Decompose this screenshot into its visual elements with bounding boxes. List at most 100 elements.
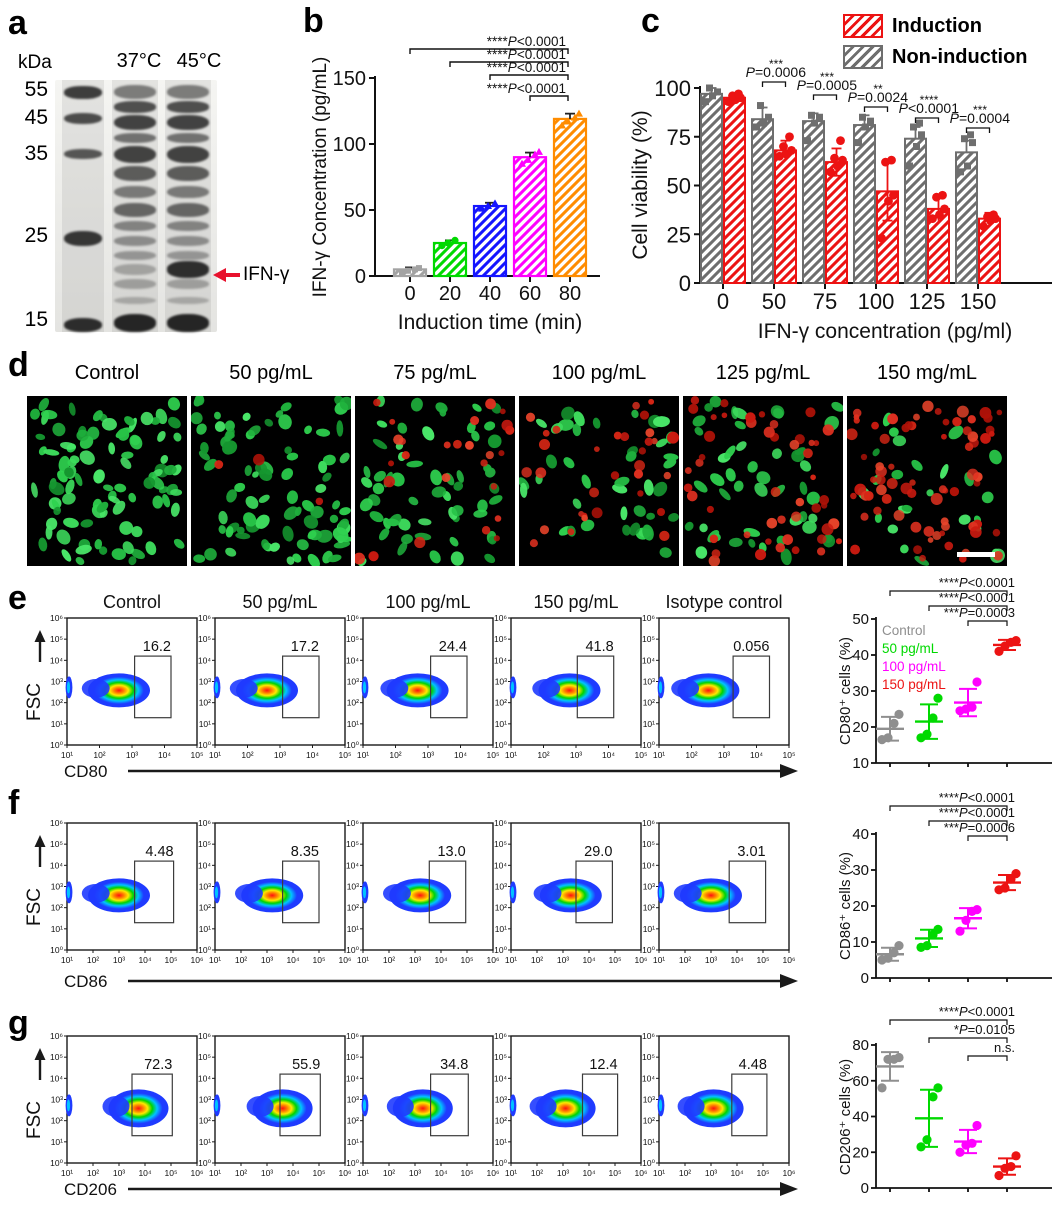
svg-text:10¹: 10¹ <box>495 1137 507 1147</box>
svg-text:FSC: FSC <box>24 683 45 721</box>
svg-text:10⁴: 10⁴ <box>582 1168 595 1178</box>
svg-text:10⁴: 10⁴ <box>730 955 743 965</box>
fluorescence-cells <box>683 395 845 567</box>
svg-text:10²: 10² <box>679 955 691 965</box>
svg-text:10³: 10³ <box>347 1095 359 1105</box>
svg-text:10⁶: 10⁶ <box>346 613 359 623</box>
svg-text:10⁶: 10⁶ <box>487 955 500 965</box>
svg-text:10⁶: 10⁶ <box>198 818 211 828</box>
svg-text:P=0.0005: P=0.0005 <box>797 77 858 93</box>
svg-text:CD80⁺ cells (%): CD80⁺ cells (%) <box>838 637 854 745</box>
svg-text:10²: 10² <box>389 750 401 760</box>
svg-text:10⁵: 10⁵ <box>346 1052 359 1062</box>
svg-text:4.48: 4.48 <box>145 844 173 860</box>
svg-text:50: 50 <box>852 611 869 628</box>
svg-text:41.8: 41.8 <box>585 639 613 655</box>
svg-text:10²: 10² <box>347 698 359 708</box>
induction-swatch-icon <box>843 14 883 38</box>
svg-text:10⁴: 10⁴ <box>346 655 359 665</box>
svg-text:30: 30 <box>852 862 869 879</box>
svg-text:Control: Control <box>103 592 161 612</box>
svg-text:10⁵: 10⁵ <box>50 634 63 644</box>
svg-text:10⁵: 10⁵ <box>50 1052 63 1062</box>
svg-text:CD86: CD86 <box>64 972 107 991</box>
svg-text:0.056: 0.056 <box>733 639 769 655</box>
svg-text:IFN-γ concentration (pg/ml): IFN-γ concentration (pg/ml) <box>758 320 1012 343</box>
svg-text:10²: 10² <box>199 698 211 708</box>
panel-d-label: d <box>8 346 29 384</box>
d-image-title: 75 pg/mL <box>393 362 477 384</box>
svg-text:10⁰: 10⁰ <box>198 740 211 750</box>
svg-text:10³: 10³ <box>422 750 434 760</box>
svg-text:17.2: 17.2 <box>291 639 319 655</box>
svg-text:10²: 10² <box>643 903 655 913</box>
svg-text:****P<0.0001: ****P<0.0001 <box>939 590 1015 605</box>
svg-text:****: **** <box>920 93 939 107</box>
svg-text:10⁶: 10⁶ <box>783 955 796 965</box>
svg-text:10²: 10² <box>685 750 697 760</box>
svg-text:40: 40 <box>852 826 869 843</box>
panel_g-scatter-svg: 0 20 40 60 80 CD206⁺ cells (%) ****P<0.0001 *P=… <box>837 1004 1052 1197</box>
svg-text:10⁴: 10⁴ <box>138 955 151 965</box>
svg-text:13.0: 13.0 <box>437 844 465 860</box>
d-image-title: 125 pg/mL <box>715 362 811 384</box>
panel-e-label: e <box>8 579 27 617</box>
svg-text:60: 60 <box>852 1073 869 1090</box>
svg-text:Control: Control <box>882 623 926 638</box>
svg-text:10²: 10² <box>199 903 211 913</box>
ladder-lane <box>62 80 104 332</box>
svg-text:10⁴: 10⁴ <box>286 1168 299 1178</box>
bar-chart-cell-viability: 0 25 50 75 100 Cell viability (%) 0 50 75 100 125 1… <box>629 0 1062 345</box>
fluorescence-cells <box>353 395 515 567</box>
svg-text:10²: 10² <box>51 698 63 708</box>
svg-text:10³: 10³ <box>409 955 421 965</box>
svg-text:40: 40 <box>852 1109 869 1126</box>
svg-text:10²: 10² <box>87 1168 99 1178</box>
svg-text:10⁴: 10⁴ <box>50 1073 63 1083</box>
svg-text:CD206: CD206 <box>64 1180 117 1199</box>
svg-text:10⁶: 10⁶ <box>339 1168 352 1178</box>
svg-text:FSC: FSC <box>24 888 45 926</box>
svg-text:10¹: 10¹ <box>643 924 655 934</box>
svg-text:10²: 10² <box>531 955 543 965</box>
svg-text:10⁰: 10⁰ <box>50 945 63 955</box>
svg-text:10²: 10² <box>87 955 99 965</box>
svg-text:10⁵: 10⁵ <box>50 839 63 849</box>
svg-text:55.9: 55.9 <box>292 1057 320 1073</box>
svg-text:10²: 10² <box>51 903 63 913</box>
lane-45c <box>165 80 211 332</box>
svg-text:10⁶: 10⁶ <box>635 1168 648 1178</box>
svg-text:10¹: 10¹ <box>643 1137 655 1147</box>
svg-text:10: 10 <box>852 934 869 951</box>
svg-text:10¹: 10¹ <box>209 955 221 965</box>
svg-text:10⁴: 10⁴ <box>642 1073 655 1083</box>
svg-text:10⁴: 10⁴ <box>306 750 319 760</box>
svg-text:10³: 10³ <box>113 955 125 965</box>
scale-bar <box>957 552 995 557</box>
svg-text:P<0.0001: P<0.0001 <box>899 100 960 116</box>
svg-text:10¹: 10¹ <box>209 1168 221 1178</box>
flow-row-cd80: FSC Control 10⁶ 10⁵ 10⁴ 10³ 10² 10¹ 10⁰ 10¹ 10² 10³… <box>0 575 838 790</box>
svg-text:10⁴: 10⁴ <box>602 750 615 760</box>
legend-induction-label: Induction <box>892 14 982 37</box>
svg-text:16.2: 16.2 <box>143 639 171 655</box>
svg-text:10⁶: 10⁶ <box>494 818 507 828</box>
svg-text:10²: 10² <box>643 698 655 708</box>
svg-text:10²: 10² <box>93 750 105 760</box>
svg-text:10⁰: 10⁰ <box>198 945 211 955</box>
svg-text:10³: 10³ <box>643 677 655 687</box>
svg-text:10³: 10³ <box>126 750 138 760</box>
svg-text:10⁶: 10⁶ <box>346 1031 359 1041</box>
svg-text:10⁰: 10⁰ <box>346 1158 359 1168</box>
svg-text:10²: 10² <box>643 1116 655 1126</box>
svg-text:10⁶: 10⁶ <box>642 613 655 623</box>
svg-text:IFN-γ Concentration (pg/mL): IFN-γ Concentration (pg/mL) <box>310 57 331 298</box>
svg-text:10⁴: 10⁴ <box>454 750 467 760</box>
ifng-band-label: IFN-γ <box>243 264 290 285</box>
svg-text:150: 150 <box>333 68 366 90</box>
svg-text:10¹: 10¹ <box>51 924 63 934</box>
svg-text:****P<0.0001: ****P<0.0001 <box>939 575 1015 590</box>
svg-text:4.48: 4.48 <box>739 1057 767 1073</box>
svg-text:10⁶: 10⁶ <box>339 955 352 965</box>
